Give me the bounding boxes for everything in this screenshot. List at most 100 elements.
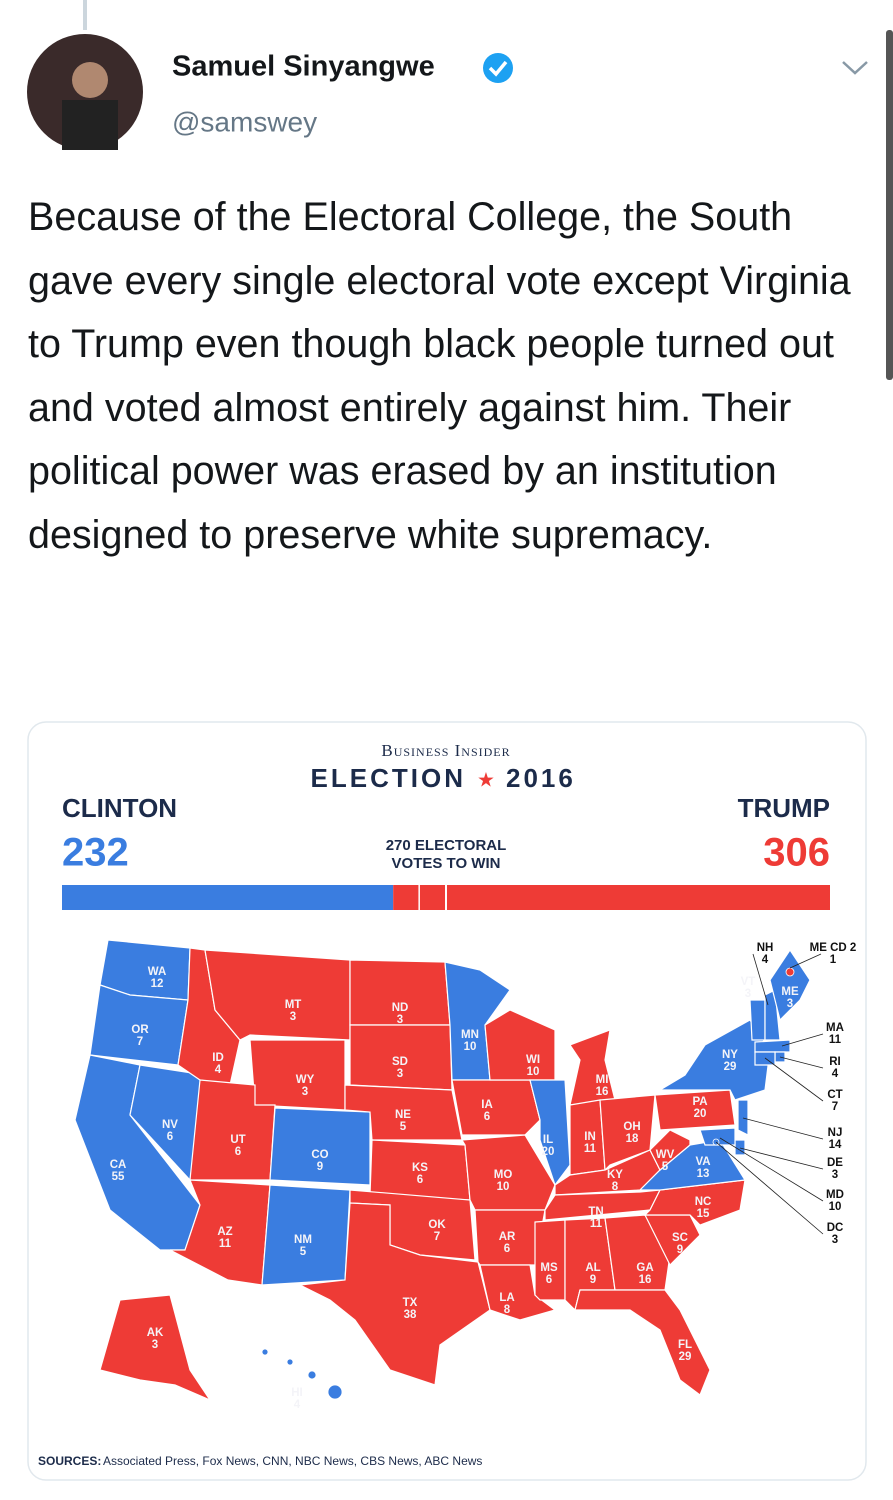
state-label: HI	[291, 1387, 303, 1399]
state-label: WY	[296, 1074, 315, 1086]
state-votes: 29	[679, 1351, 692, 1363]
state-label: LA	[499, 1292, 514, 1304]
state-votes: 7	[434, 1231, 440, 1243]
title-left: ELECTION	[311, 763, 466, 793]
title-star: ★	[477, 769, 495, 791]
state-label: WI	[526, 1054, 540, 1066]
state-label: NH	[757, 942, 774, 954]
clinton-votes: 232	[62, 831, 129, 875]
state-label: MA	[826, 1022, 844, 1034]
state-shape	[297, 1202, 491, 1386]
state-votes: 5	[400, 1121, 407, 1133]
state-votes: 5	[300, 1246, 307, 1258]
leader-line	[715, 1141, 824, 1235]
state-votes: 6	[235, 1146, 241, 1158]
leader-line	[781, 1033, 824, 1047]
state-shape	[785, 967, 795, 977]
state-shape	[269, 1107, 371, 1186]
state-label: WA	[148, 966, 167, 978]
leader-line	[764, 1057, 824, 1102]
state-label: PA	[692, 1096, 707, 1108]
state-label: OR	[131, 1024, 149, 1036]
state-shape	[699, 1127, 736, 1146]
trump-bar	[393, 885, 830, 910]
state-votes: 11	[590, 1218, 603, 1230]
leader-line	[742, 1117, 824, 1140]
verified-check	[488, 60, 508, 77]
state-label: AL	[585, 1262, 600, 1274]
state-label: AK	[147, 1327, 164, 1339]
leader-line	[779, 1056, 824, 1069]
state-votes: 4	[762, 954, 769, 966]
state-votes: 55	[112, 1171, 125, 1183]
state-votes: 11	[829, 1034, 842, 1046]
state-label: CO	[311, 1149, 328, 1161]
state-label: DC	[827, 1222, 844, 1234]
leader-line	[752, 953, 769, 1006]
leader-line	[739, 1147, 824, 1170]
state-votes: 11	[584, 1143, 597, 1155]
state-label: AR	[499, 1231, 516, 1243]
state-label: CA	[110, 1159, 127, 1171]
state-votes: 1	[830, 954, 837, 966]
trump-votes: 306	[763, 831, 830, 875]
state-label: SD	[392, 1056, 408, 1068]
state-label: TN	[588, 1206, 603, 1218]
state-label: RI	[829, 1056, 841, 1068]
title-right: 2016	[506, 763, 576, 793]
state-votes: 6	[484, 1111, 490, 1123]
state-label: OH	[623, 1121, 640, 1133]
state-votes: 16	[596, 1086, 609, 1098]
state-shape	[734, 1139, 746, 1156]
state-label: WV	[656, 1149, 675, 1161]
state-label: CT	[827, 1089, 842, 1101]
state-label: MS	[540, 1262, 558, 1274]
state-label: VA	[695, 1156, 710, 1168]
state-label: MT	[285, 999, 302, 1011]
state-shape	[534, 1219, 566, 1301]
state-label: UT	[230, 1134, 245, 1146]
state-shape	[327, 1384, 343, 1400]
state-label: NE	[395, 1109, 411, 1121]
state-label: FL	[678, 1339, 692, 1351]
state-label: KY	[607, 1169, 623, 1181]
state-label: NY	[722, 1049, 738, 1061]
state-label: ME CD 2	[810, 942, 857, 954]
avatar-face	[72, 62, 108, 98]
state-votes: 3	[152, 1339, 158, 1351]
threshold-line: 270 ELECTORAL	[386, 837, 507, 854]
state-label: MO	[494, 1169, 513, 1181]
state-shape	[737, 1099, 749, 1136]
state-label: MN	[461, 1029, 479, 1041]
state-votes: 11	[219, 1238, 232, 1250]
state-votes: 29	[724, 1061, 737, 1073]
state-votes: 6	[546, 1274, 552, 1286]
verified-badge	[483, 53, 513, 83]
sources-label: SOURCES:	[38, 1454, 101, 1468]
tweet-text: Because of the Electoral College, the So…	[28, 195, 851, 557]
state-label: IL	[543, 1134, 553, 1146]
state-votes: 4	[215, 1064, 222, 1076]
state-shape	[99, 1294, 212, 1402]
state-label: NJ	[828, 1127, 843, 1139]
state-votes: 3	[832, 1234, 838, 1246]
state-shape	[654, 1089, 736, 1131]
state-label: TX	[403, 1297, 418, 1309]
state-shape	[307, 1370, 317, 1380]
state-votes: 38	[404, 1309, 417, 1321]
more-chevron[interactable]	[842, 61, 868, 75]
state-shape	[754, 1039, 791, 1053]
display-name[interactable]: Samuel Sinyangwe	[172, 51, 435, 83]
state-label: SC	[672, 1232, 688, 1244]
handle[interactable]: @samswey	[172, 106, 317, 137]
state-votes: 20	[542, 1146, 555, 1158]
state-votes: 13	[697, 1168, 710, 1180]
state-label: GA	[636, 1262, 653, 1274]
state-votes: 4	[832, 1068, 839, 1080]
sources: Associated Press, Fox News, CNN, NBC New…	[103, 1454, 482, 1468]
scrollbar	[886, 30, 893, 380]
state-shape	[574, 1289, 711, 1396]
state-votes: 10	[497, 1181, 510, 1193]
